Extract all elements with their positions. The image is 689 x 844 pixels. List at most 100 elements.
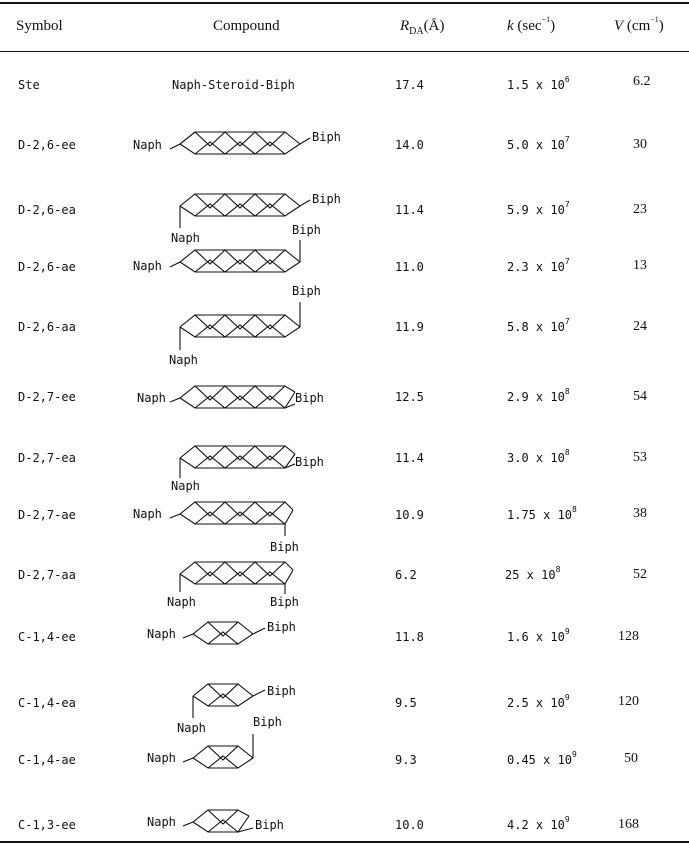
header-v-exp: −1 (650, 15, 659, 24)
row-d27ee-k: 2.9 x 108 (507, 387, 570, 404)
biph-label: Biph (267, 620, 296, 634)
row-d27ea-v: 53 (633, 450, 647, 465)
k-mantissa: 2.9 (507, 390, 529, 404)
bond-upper (182, 621, 254, 639)
bond-lower (192, 627, 266, 645)
structure-d26ea: Naph Biph (171, 192, 341, 245)
biph-label: Biph (292, 223, 321, 237)
k-mantissa: 0.45 (507, 753, 536, 767)
bond-top (179, 131, 285, 145)
row-d27aa-symbol: D-2,7-aa (18, 568, 76, 582)
row-d26ee-k: 5.0 x 107 (507, 135, 570, 152)
naph-label: Naph (133, 507, 162, 521)
k-exponent: 8 (572, 505, 577, 514)
row-c14ea-rda: 9.5 (395, 696, 417, 710)
k-mantissa: 2.5 (507, 696, 529, 710)
row-d26ea-k: 5.9 x 107 (507, 200, 570, 217)
row-d27ee-rda: 12.5 (395, 390, 424, 404)
row-d26ea-symbol: D-2,6-ea (18, 203, 76, 217)
naph-label: Naph (169, 353, 198, 367)
structure-c14ea: Biph Naph (177, 683, 296, 734)
bond-lower (179, 391, 296, 409)
bond-lower (192, 815, 250, 833)
biph-label: Biph (270, 540, 299, 554)
k-mantissa: 1.6 (507, 630, 529, 644)
k-times: x 10 (519, 568, 556, 582)
structure-d27ee: Naph Biph (137, 385, 324, 409)
biph-label: Biph (270, 595, 299, 609)
naph-label: Naph (171, 231, 200, 245)
k-times: x 10 (528, 696, 565, 710)
k-exponent: 7 (564, 257, 570, 266)
header-rda-var: R (400, 18, 410, 34)
bond-upper (179, 445, 296, 461)
row-d26ea-v: 23 (633, 202, 647, 217)
biph-label: Biph (255, 818, 284, 832)
bond-upper (169, 385, 296, 403)
k-exponent: 7 (564, 200, 570, 209)
row-ste-v: 6.2 (633, 74, 651, 89)
row-ste-compound: Naph-Steroid-Biph (172, 78, 295, 92)
structure-d26ae: Naph Biph (133, 223, 321, 273)
k-times: x 10 (535, 753, 573, 767)
row-c14ae-symbol: C-1,4-ae (18, 753, 76, 767)
bond-upper (182, 745, 254, 763)
header-rda-sub: DA (409, 26, 424, 37)
bond-lower (179, 203, 301, 217)
k-mantissa: 25 (505, 568, 520, 582)
header-symbol: Symbol (16, 18, 63, 34)
row-c14ae-rda: 9.3 (395, 753, 417, 767)
row-d27ea-rda: 11.4 (395, 451, 424, 465)
row-c14ea-k: 2.5 x 109 (507, 693, 570, 710)
k-exponent: 8 (564, 448, 570, 457)
biph-bond (237, 827, 254, 833)
naph-label: Naph (167, 595, 196, 609)
row-c14ae-v: 50 (624, 751, 638, 766)
bond-upper (182, 809, 250, 827)
k-exponent: 9 (564, 815, 570, 824)
bond-lower (192, 693, 254, 707)
naph-label: Naph (133, 138, 162, 152)
bond-upper (179, 193, 311, 209)
k-mantissa: 4.2 (507, 818, 529, 832)
k-mantissa: 5.8 (507, 320, 529, 334)
bond-lower (179, 137, 311, 155)
k-exponent: 9 (564, 627, 570, 636)
row-d26ae-rda: 11.0 (395, 260, 424, 274)
k-times: x 10 (528, 390, 565, 404)
biph-label: Biph (267, 684, 296, 698)
biph-label: Biph (253, 715, 282, 729)
row-d26ae-symbol: D-2,6-ae (18, 260, 76, 274)
k-exponent: 9 (572, 750, 577, 759)
header-rule (0, 51, 689, 52)
row-c13ee-k: 4.2 x 109 (507, 815, 570, 832)
k-times: x 10 (528, 320, 565, 334)
k-exponent: 8 (555, 565, 561, 574)
bond-lower (179, 324, 301, 338)
naph-label: Naph (171, 479, 200, 493)
biph-bond (284, 403, 296, 409)
row-d27ae-symbol: D-2,7-ae (18, 508, 76, 522)
naph-label: Naph (147, 751, 176, 765)
k-mantissa: 5.9 (507, 203, 529, 217)
row-c14ee-k: 1.6 x 109 (507, 627, 570, 644)
structure-d27ea: Biph Naph (171, 445, 324, 493)
header-compound: Compound (213, 18, 280, 34)
header-k: k (sec−1) (507, 15, 556, 35)
row-c14ee-rda: 11.8 (395, 630, 424, 644)
row-d27aa-v: 52 (633, 567, 647, 582)
row-d27ee-v: 54 (633, 389, 647, 404)
header-k-exp: −1 (541, 15, 551, 24)
row-d27ea-symbol: D-2,7-ea (18, 451, 76, 465)
header-v-close: ) (658, 18, 664, 34)
k-times: x 10 (528, 630, 565, 644)
structure-c13ee: Naph Biph (147, 809, 284, 833)
header-rda: RDA(Å) (400, 18, 444, 37)
row-d27ae-rda: 10.9 (395, 508, 424, 522)
k-times: x 10 (528, 203, 565, 217)
bond-lower (192, 755, 254, 769)
row-d26ee-rda: 14.0 (395, 138, 424, 152)
row-c14ae-k: 0.45 x 109 (507, 750, 577, 767)
header-k-close: ) (550, 18, 556, 34)
